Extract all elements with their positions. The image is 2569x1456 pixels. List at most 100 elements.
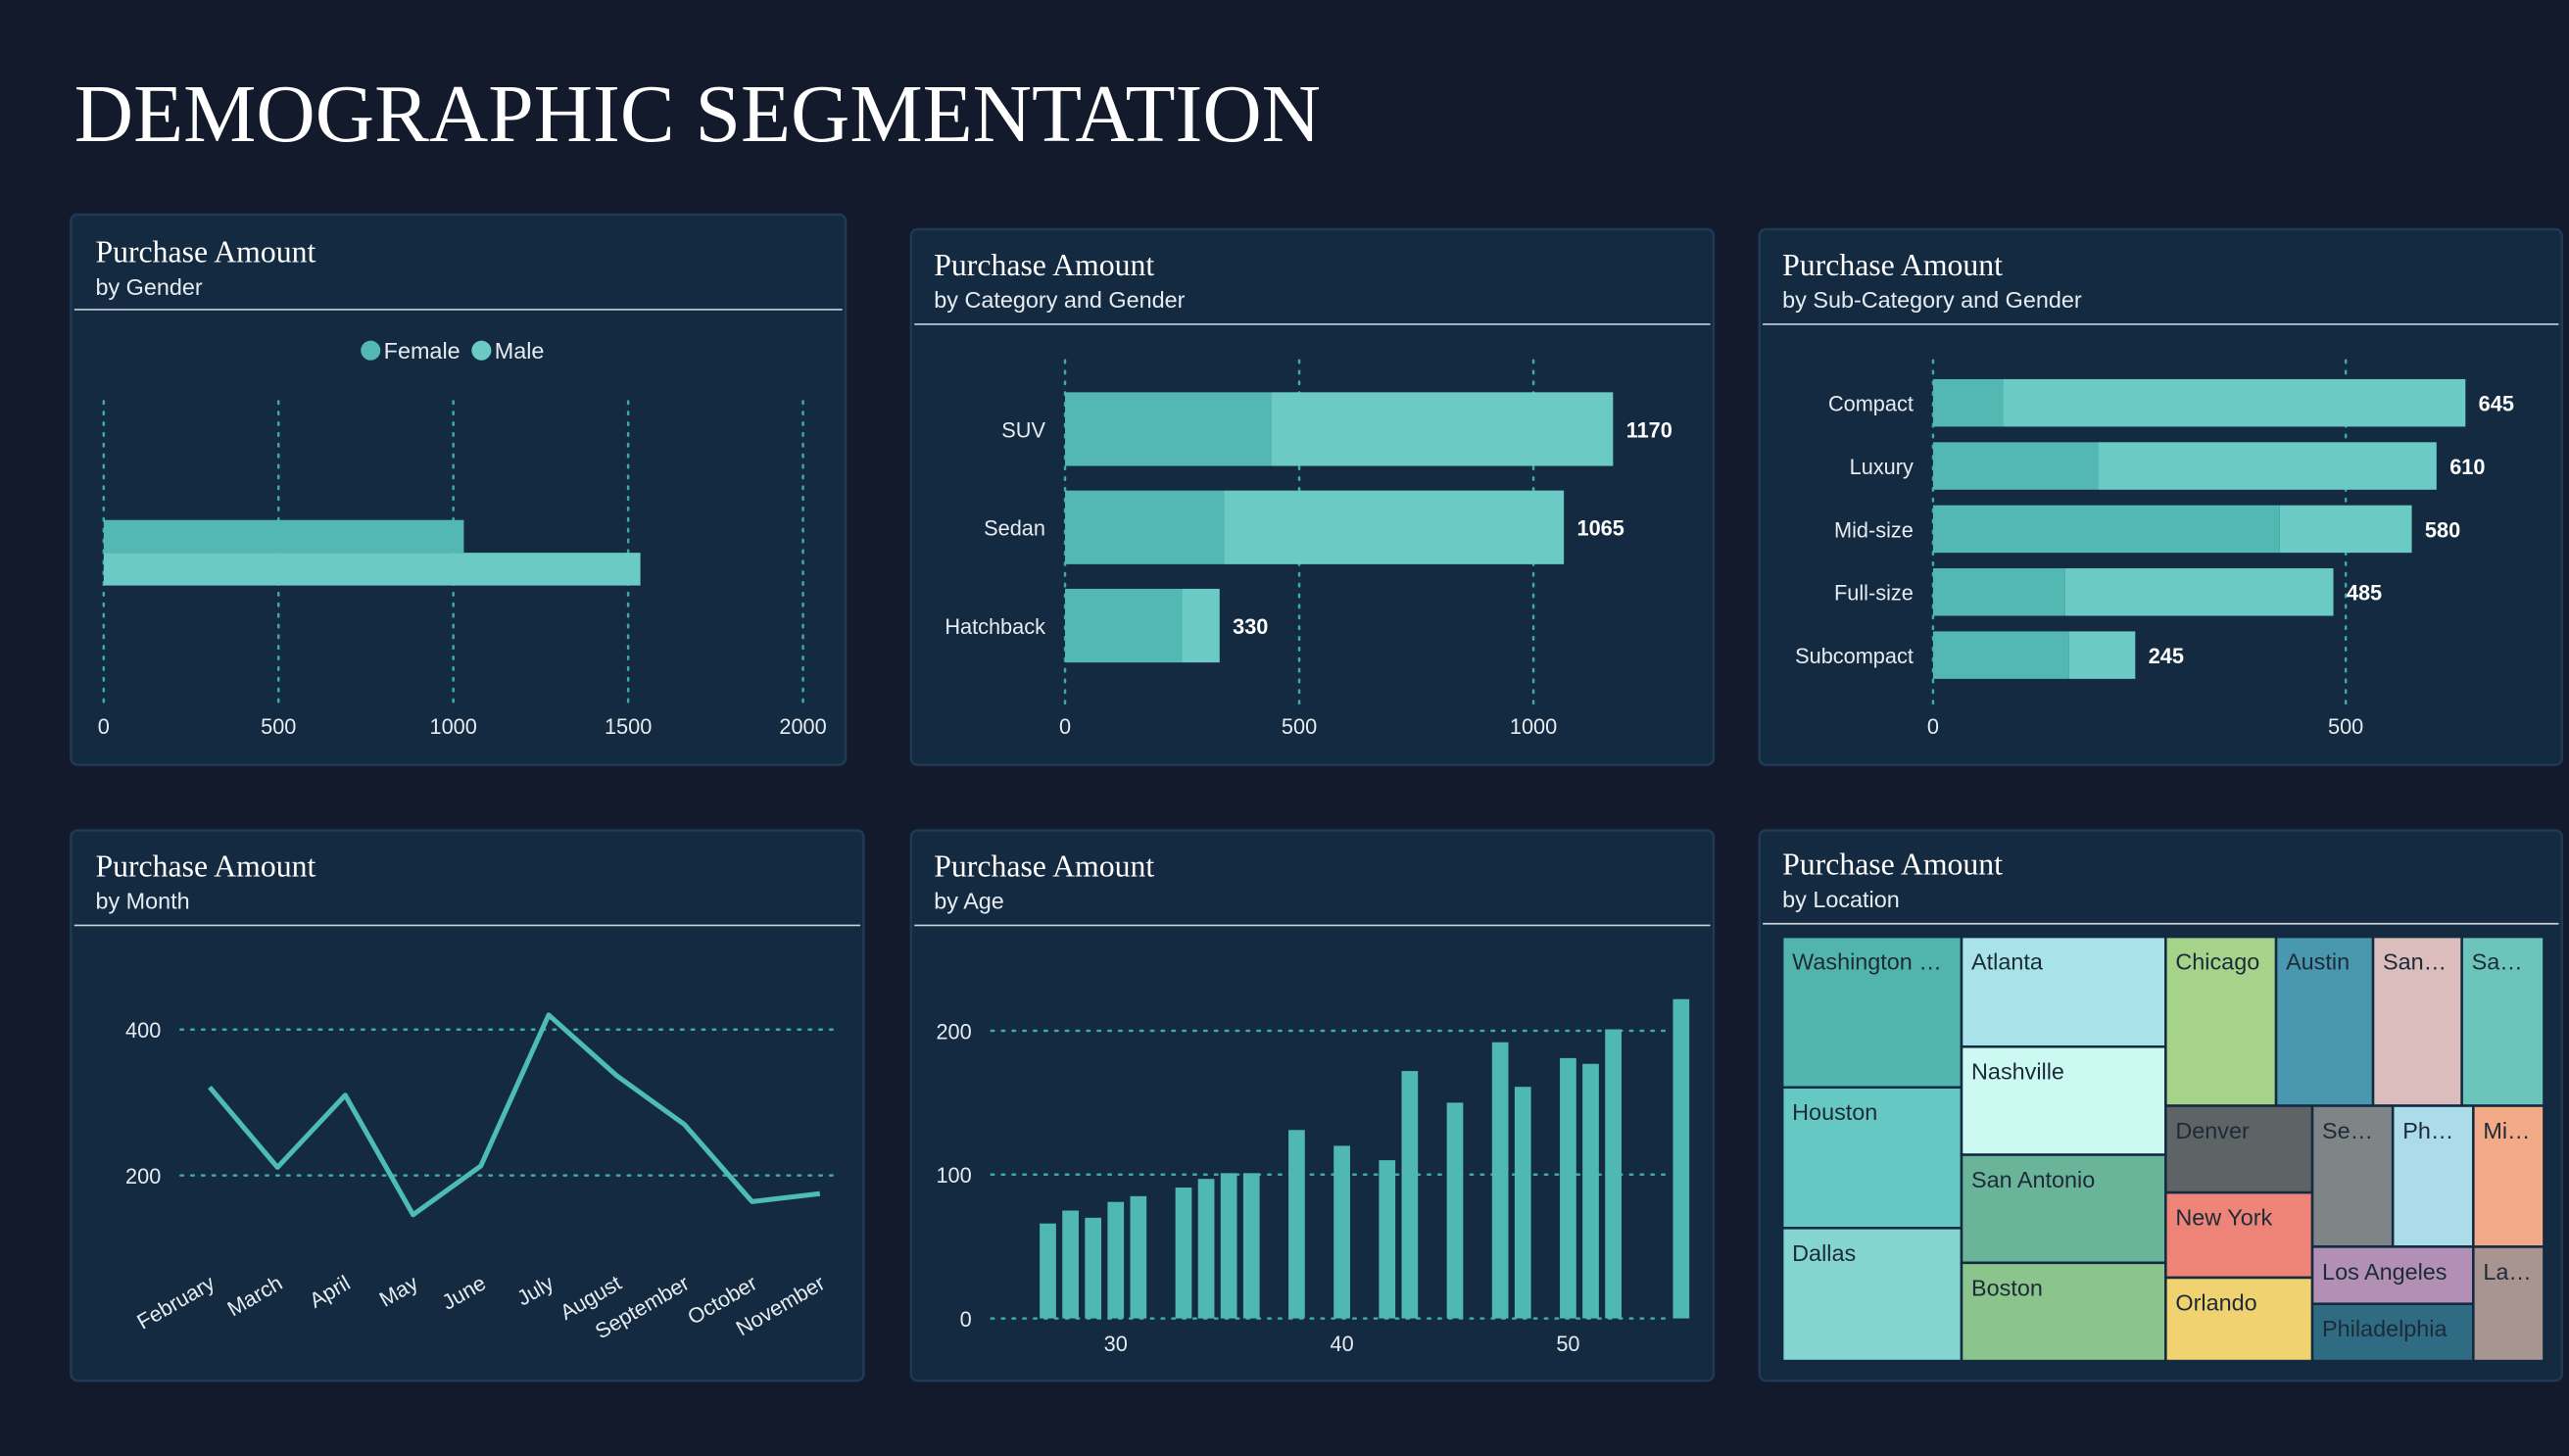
x-tick-label: 0 [98,714,110,739]
panel-subtitle: by Gender [95,274,202,300]
x-tick-label: 0 [1927,714,1939,739]
bar [1672,998,1690,1319]
panel-subtitle: by Sub-Category and Gender [1782,287,2082,313]
x-tick-label: 500 [2328,714,2363,739]
bar [1333,1145,1350,1319]
page-title: DEMOGRAPHIC SEGMENTATION [74,70,1321,160]
x-tick-label: 50 [1556,1332,1579,1356]
bar [1242,1173,1260,1319]
tile-label: Houston [1792,1099,1877,1125]
bar-segment [2068,631,2136,679]
treemap-tile [1780,1227,1963,1363]
panel-subtitle: by Category and Gender [934,287,1185,313]
bar [1040,1223,1056,1319]
bar-segment [1932,631,2069,679]
total-label: 1065 [1577,516,1624,541]
category-label: Full-size [1834,581,1914,606]
treemap-tile [2310,1104,2395,1248]
panel [1758,227,2564,766]
tile-label: Orlando [2175,1289,2256,1315]
bar [1107,1201,1125,1319]
bar [1175,1187,1192,1319]
bar [1379,1160,1396,1319]
panel-title: Purchase Amount [934,849,1154,883]
y-tick-label: 400 [125,1018,161,1043]
total-label: 1170 [1626,417,1672,442]
tile-label: Ph… [2402,1118,2453,1143]
treemap-tile [2164,935,2278,1107]
tile-label: Philadelphia [2322,1316,2448,1341]
category-label: Sedan [984,516,1045,541]
panel [70,213,848,766]
treemap-tile [1960,1045,2167,1156]
tile-label: Washington … [1792,949,1942,975]
treemap-tile [2164,1276,2314,1363]
tile-label: Mi… [2483,1118,2530,1143]
category-label: SUV [1001,417,1045,442]
tile-label: New York [2175,1205,2272,1231]
panel-subtitle: by Location [1782,887,1900,912]
treemap-tile [2310,1245,2475,1305]
bar [1605,1029,1622,1319]
y-tick-label: 200 [936,1019,971,1043]
treemap-tile [2164,1104,2314,1194]
treemap-tile [1780,935,1963,1090]
panel-title: Purchase Amount [934,248,1154,282]
total-label: 485 [2347,581,2382,606]
x-tick-label: 40 [1330,1332,1353,1356]
y-tick-label: 200 [125,1164,161,1189]
total-label: 330 [1233,614,1268,639]
bar-segment [1065,588,1183,663]
x-tick-label: 2000 [779,714,826,739]
x-tick-label: 1500 [605,714,652,739]
tile-label: Atlanta [1971,949,2044,975]
category-label: Luxury [1850,455,1914,479]
x-tick-label: 30 [1104,1332,1128,1356]
bar [1514,1087,1531,1319]
treemap-tile [1960,1261,2167,1363]
legend-label: Male [495,338,545,364]
bar-segment [2003,378,2466,427]
tile-label: La… [2483,1259,2531,1285]
y-tick-label: 0 [960,1307,972,1332]
x-tick-label: 500 [261,714,296,739]
total-label: 580 [2425,517,2460,542]
tile-label: Sa… [2472,949,2523,975]
category-label: Subcompact [1795,644,1914,668]
tile-label: San Antonio [1971,1167,2095,1192]
bar [1130,1195,1147,1319]
panel-title: Purchase Amount [1782,248,2003,282]
x-tick-label: 1000 [430,714,477,739]
panel-subtitle: by Age [934,889,1004,914]
tile-label: Boston [1971,1275,2043,1300]
bar-segment [2064,568,2334,616]
bar [1085,1217,1102,1319]
panel [70,829,865,1383]
tile-label: Dallas [1792,1240,1856,1266]
legend-label: Female [384,338,460,364]
tile-label: Austin [2286,949,2350,975]
x-tick-label: 500 [1282,714,1317,739]
bar [1446,1102,1464,1319]
panel-title: Purchase Amount [95,849,315,883]
bar-segment [1932,378,2004,427]
bar [1582,1063,1599,1319]
total-label: 610 [2449,455,2485,479]
category-label: Mid-size [1834,517,1914,542]
bar-segment [1271,392,1614,466]
x-tick-label: 0 [1059,714,1071,739]
bar [1491,1042,1509,1319]
category-label: Compact [1828,392,1914,416]
tile-label: Se… [2322,1118,2373,1143]
bar [103,519,464,554]
category-label: Hatchback [945,614,1045,639]
bar-segment [1932,505,2280,554]
treemap-tile [2460,935,2545,1107]
bar-segment [1065,392,1272,466]
tile-label: Denver [2175,1118,2250,1143]
line [208,1012,821,1218]
tile-label: Chicago [2175,949,2259,975]
legend-swatch [361,340,381,361]
bar [1062,1210,1079,1319]
